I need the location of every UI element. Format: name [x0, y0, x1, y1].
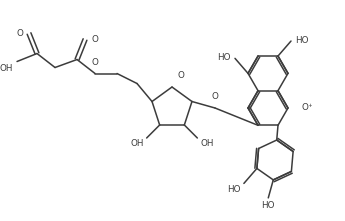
Text: O: O	[16, 29, 23, 38]
Text: O: O	[91, 57, 98, 67]
Text: HO: HO	[295, 36, 308, 45]
Text: OH: OH	[130, 139, 144, 148]
Text: O: O	[211, 92, 218, 101]
Text: OH: OH	[200, 139, 214, 148]
Text: HO: HO	[217, 53, 231, 62]
Text: O⁺: O⁺	[301, 103, 313, 112]
Text: OH: OH	[0, 63, 13, 72]
Text: O: O	[91, 35, 98, 44]
Text: O: O	[177, 71, 184, 80]
Text: HO: HO	[262, 201, 275, 210]
Text: HO: HO	[227, 185, 241, 194]
